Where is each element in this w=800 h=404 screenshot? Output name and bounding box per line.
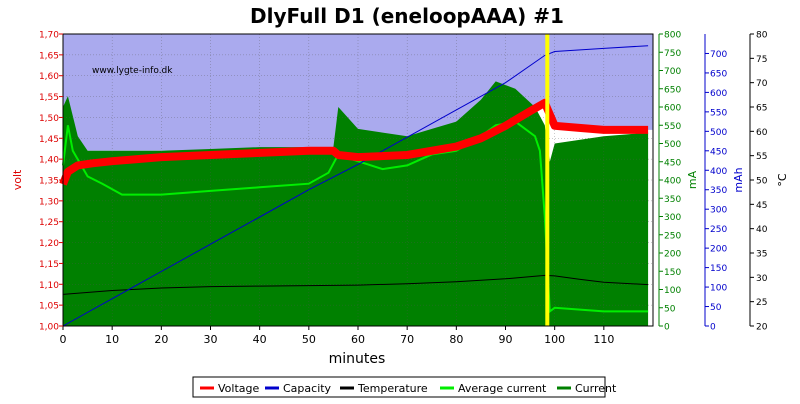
mAh-tick-label: 50: [710, 303, 722, 313]
celsius-tick-label: 75: [756, 55, 767, 65]
volt-tick-label: 1,20: [39, 239, 59, 249]
celsius-tick-label: 25: [756, 298, 767, 308]
x-tick-label: 80: [449, 333, 463, 346]
mA-tick-label: 750: [664, 49, 681, 59]
legend-entry-label: Temperature: [357, 382, 428, 395]
mA-tick-label: 0: [664, 323, 670, 333]
celsius-tick-label: 35: [756, 250, 767, 260]
volt-tick-label: 1,25: [39, 218, 59, 228]
chart-title: DlyFull D1 (eneloopAAA) #1: [250, 4, 564, 28]
mAh-tick-label: 200: [710, 245, 727, 255]
mA-tick-label: 200: [664, 250, 681, 260]
volt-tick-label: 1,00: [39, 323, 59, 333]
celsius-tick-label: 30: [756, 274, 768, 284]
celsius-tick-label: 40: [756, 225, 768, 235]
legend: Voltage Capacity Temperature Average curren…: [192, 376, 617, 398]
volt-tick-label: 1,60: [39, 72, 59, 82]
mAh-tick-label: 150: [710, 264, 727, 274]
mAh-tick-label: 0: [710, 323, 716, 333]
x-tick-label: 20: [154, 333, 168, 346]
mAh-tick-label: 250: [710, 225, 727, 235]
x-tick-label: 90: [499, 333, 513, 346]
x-tick-label: 40: [253, 333, 267, 346]
plot-area: [59, 33, 654, 327]
mah-axis-label: mAh: [732, 167, 745, 192]
mA-tick-label: 550: [664, 122, 681, 132]
volt-tick-label: 1,10: [39, 281, 59, 291]
x-tick-label: 110: [593, 333, 614, 346]
mA-tick-label: 250: [664, 231, 681, 241]
celsius-axis-label: °C: [776, 173, 789, 187]
celsius-tick-label: 80: [756, 31, 768, 41]
mAh-tick-label: 350: [710, 186, 727, 196]
mA-tick-label: 800: [664, 31, 681, 41]
series-voltage: [59, 98, 649, 186]
mAh-tick-label: 700: [710, 50, 727, 60]
series-average-current: [62, 120, 649, 314]
celsius-tick-label: 55: [756, 152, 767, 162]
mA-tick-label: 100: [664, 286, 681, 296]
x-tick-label: 0: [60, 333, 67, 346]
celsius-tick-label: 70: [756, 79, 768, 89]
watermark: www.lygte-info.dk: [92, 66, 173, 76]
volt-tick-label: 1,55: [39, 93, 59, 103]
x-tick-label: 30: [204, 333, 218, 346]
legend-box: [192, 376, 606, 398]
series-capacity: [62, 45, 649, 327]
mAh-tick-label: 300: [710, 206, 727, 216]
celsius-tick-label: 20: [756, 323, 768, 333]
ma-axis-label: mA: [686, 170, 699, 189]
celsius-tick-label: 60: [756, 128, 768, 138]
x-axis-label: minutes: [329, 351, 386, 367]
mA-tick-label: 150: [664, 268, 681, 278]
volt-tick-label: 1,05: [39, 302, 59, 312]
mAh-tick-label: 100: [710, 284, 727, 294]
series-temperature: [62, 274, 649, 295]
mA-tick-label: 450: [664, 158, 681, 168]
mA-tick-label: 600: [664, 104, 681, 114]
mAh-tick-label: 550: [710, 108, 727, 118]
mA-tick-label: 300: [664, 213, 681, 223]
mA-tick-label: 400: [664, 177, 681, 187]
volt-tick-label: 1,70: [39, 31, 59, 41]
legend-entry-label: Average current: [458, 382, 547, 395]
mAh-tick-label: 400: [710, 167, 727, 177]
x-tick-label: 70: [400, 333, 414, 346]
mA-tick-label: 700: [664, 67, 681, 77]
volt-tick-label: 1,65: [39, 51, 59, 61]
axes: 0 10 20 30 40 50 60 70 80 90 100 110 1,00 1,05 1,10 1,1…: [39, 31, 768, 347]
mAh-tick-label: 500: [710, 128, 727, 138]
mA-tick-label: 650: [664, 85, 681, 95]
mAh-tick-label: 650: [710, 69, 727, 79]
series-current-area: [63, 81, 649, 327]
celsius-tick-label: 65: [756, 104, 767, 114]
x-tick-label: 100: [544, 333, 565, 346]
legend-entry-label: Current: [575, 382, 617, 395]
mA-tick-label: 500: [664, 140, 681, 150]
mAh-tick-label: 450: [710, 147, 727, 157]
x-tick-label: 50: [302, 333, 316, 346]
volt-tick-label: 1,50: [39, 114, 59, 124]
mAh-tick-label: 600: [710, 89, 727, 99]
celsius-tick-label: 45: [756, 201, 767, 211]
legend-entry-label: Capacity: [283, 382, 332, 395]
volt-tick-label: 1,15: [39, 260, 59, 270]
x-tick-label: 60: [351, 333, 365, 346]
celsius-tick-label: 50: [756, 177, 768, 187]
volt-tick-label: 1,35: [39, 177, 59, 187]
legend-entry-label: Voltage: [218, 382, 259, 395]
volt-axis-label: volt: [11, 169, 24, 190]
volt-tick-label: 1,45: [39, 135, 59, 145]
volt-tick-label: 1,40: [39, 156, 59, 166]
volt-tick-label: 1,30: [39, 197, 59, 207]
mA-tick-label: 50: [664, 304, 676, 314]
x-tick-label: 10: [105, 333, 119, 346]
mA-tick-label: 350: [664, 195, 681, 205]
